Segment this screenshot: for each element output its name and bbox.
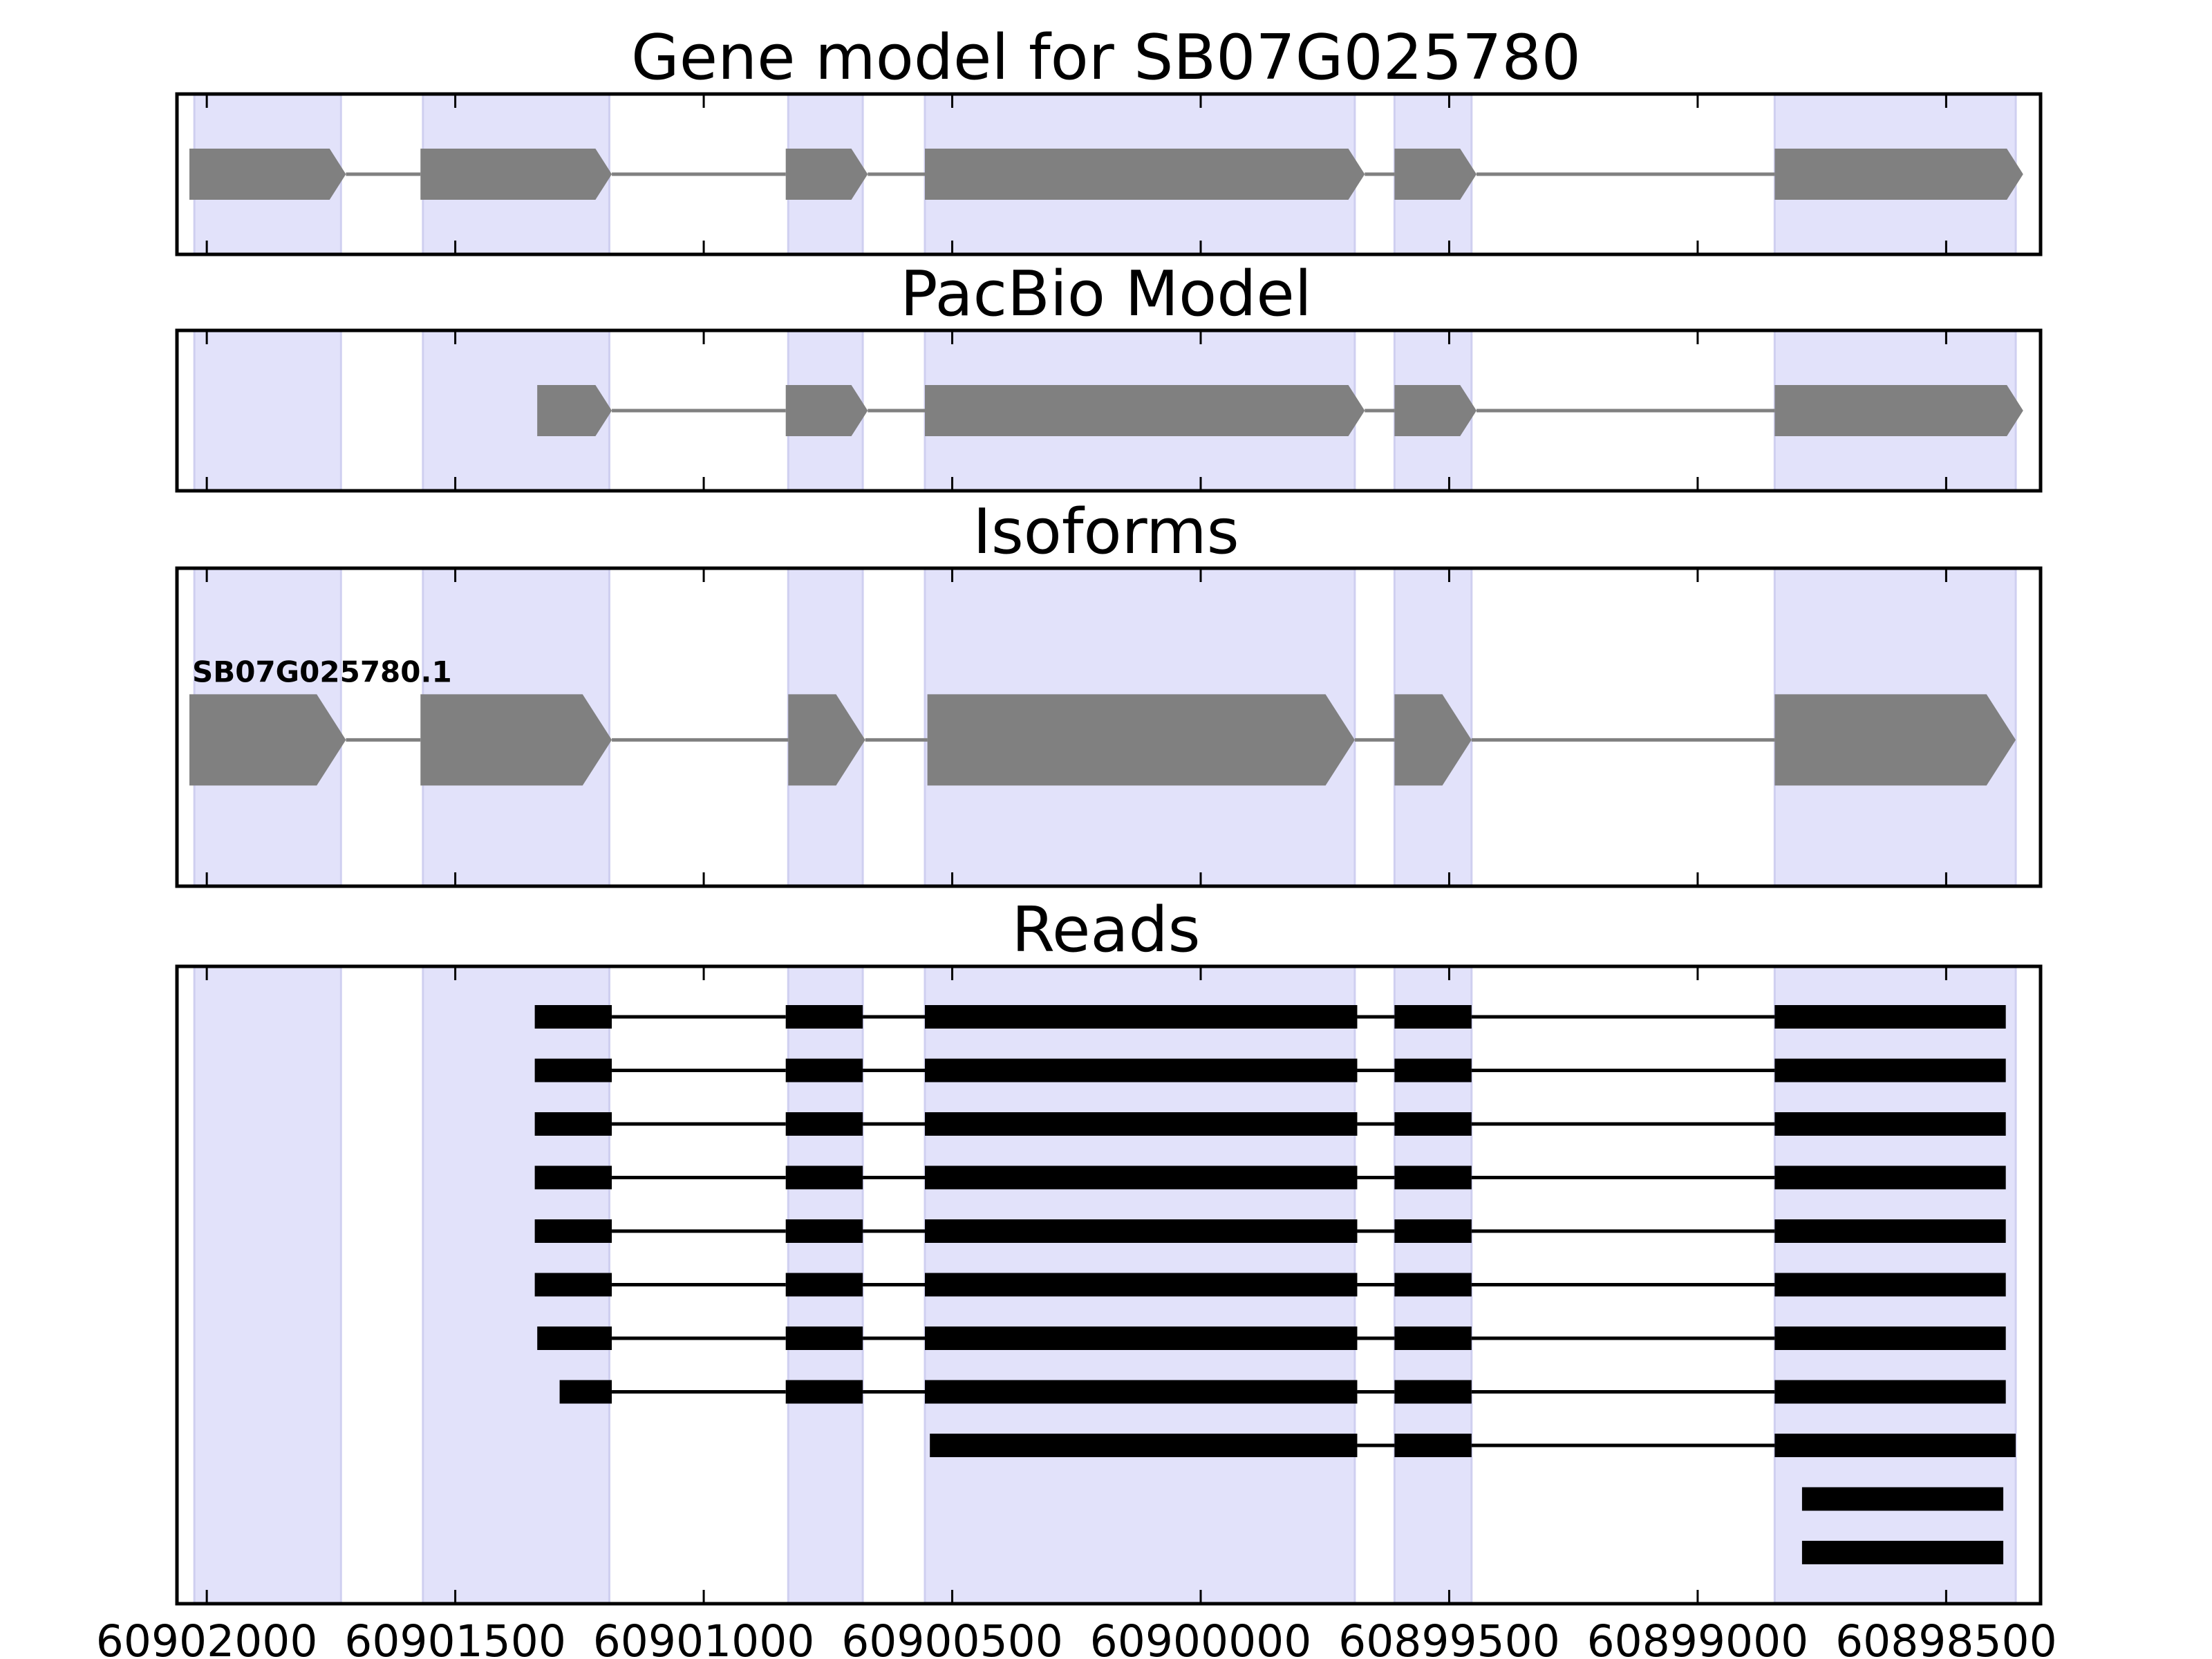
x-tick-label: 60901000	[593, 1616, 815, 1659]
read-exon-block	[924, 1165, 1358, 1190]
exon-region-band	[194, 966, 341, 1604]
panel-frame	[175, 964, 2043, 1606]
read-exon-block	[537, 1327, 612, 1350]
x-tick-label: 60900000	[1090, 1616, 1312, 1659]
exon-arrow	[1394, 385, 1477, 436]
exon-arrow	[537, 385, 612, 436]
read-exon-block	[1801, 1541, 2004, 1564]
x-tick-label: 60899500	[1338, 1616, 1560, 1659]
exon-arrow	[1774, 385, 2023, 436]
read-exon-block	[1394, 1219, 1472, 1243]
panel-frame	[175, 92, 2043, 256]
read-exon-block	[930, 1434, 1358, 1457]
panel-title: PacBio Model	[900, 258, 1312, 330]
exon-arrow	[189, 149, 346, 200]
exon-arrow	[1394, 694, 1472, 786]
read-exon-block	[1394, 1058, 1472, 1082]
read-exon-block	[1394, 1327, 1472, 1350]
read-exon-block	[924, 1058, 1358, 1082]
exon-arrow	[785, 385, 868, 436]
read-exon-block	[1394, 1434, 1472, 1457]
read-exon-block	[559, 1380, 612, 1404]
read-exon-block	[785, 1112, 863, 1136]
read-exon-block	[534, 1058, 612, 1082]
exon-region-band	[194, 330, 341, 491]
read-exon-block	[1774, 1273, 2006, 1297]
read-exon-block	[785, 1219, 863, 1243]
read-exon-block	[1394, 1273, 1472, 1297]
read-exon-block	[534, 1005, 612, 1029]
read-exon-block	[534, 1273, 612, 1297]
read-exon-block	[1394, 1005, 1472, 1029]
read-exon-block	[1801, 1487, 2004, 1511]
panel-title: Gene model for SB07G025780	[631, 21, 1581, 94]
x-tick-label: 60901500	[344, 1616, 566, 1659]
read-exon-block	[924, 1273, 1358, 1297]
read-exon-block	[1774, 1327, 2006, 1350]
x-tick-label: 60902000	[96, 1616, 318, 1659]
exon-arrow	[925, 149, 1365, 200]
read-exon-block	[1774, 1219, 2006, 1243]
read-exon-block	[534, 1219, 612, 1243]
read-exon-block	[924, 1380, 1358, 1404]
read-exon-block	[1774, 1058, 2006, 1082]
exon-arrow	[1394, 149, 1477, 200]
exon-arrow	[1774, 149, 2023, 200]
read-exon-block	[1394, 1380, 1472, 1404]
exon-arrow	[927, 694, 1355, 786]
exon-arrow	[420, 694, 612, 786]
exon-arrow	[785, 149, 868, 200]
x-tick-label: 60898500	[1835, 1616, 2057, 1659]
panel-title: Isoforms	[973, 496, 1239, 568]
read-exon-block	[534, 1165, 612, 1190]
read-exon-block	[785, 1058, 863, 1082]
read-exon-block	[924, 1327, 1358, 1350]
read-exon-block	[785, 1165, 863, 1190]
x-tick-label: 60900500	[841, 1616, 1063, 1659]
panel-frame	[175, 328, 2043, 493]
read-exon-block	[785, 1273, 863, 1297]
panel-frame	[175, 566, 2043, 888]
read-exon-block	[1774, 1380, 2006, 1404]
exon-arrow	[925, 385, 1365, 436]
x-tick-label: 60899000	[1587, 1616, 1809, 1659]
read-exon-block	[1394, 1165, 1472, 1190]
read-exon-block	[785, 1005, 863, 1029]
read-exon-block	[1774, 1112, 2006, 1136]
exon-arrow	[420, 149, 612, 200]
read-exon-block	[1774, 1434, 2016, 1457]
read-exon-block	[924, 1112, 1358, 1136]
exon-arrow	[1774, 694, 2016, 786]
exon-arrow	[189, 694, 346, 786]
read-exon-block	[534, 1112, 612, 1136]
read-exon-block	[1774, 1005, 2006, 1029]
read-exon-block	[785, 1380, 863, 1404]
read-exon-block	[924, 1219, 1358, 1243]
read-exon-block	[1394, 1112, 1472, 1136]
exon-arrow	[788, 694, 865, 786]
panel-title: Reads	[1011, 894, 1200, 966]
isoform-label: SB07G025780.1	[192, 655, 452, 688]
read-exon-block	[924, 1005, 1358, 1029]
read-exon-block	[785, 1327, 863, 1350]
read-exon-block	[1774, 1165, 2006, 1190]
